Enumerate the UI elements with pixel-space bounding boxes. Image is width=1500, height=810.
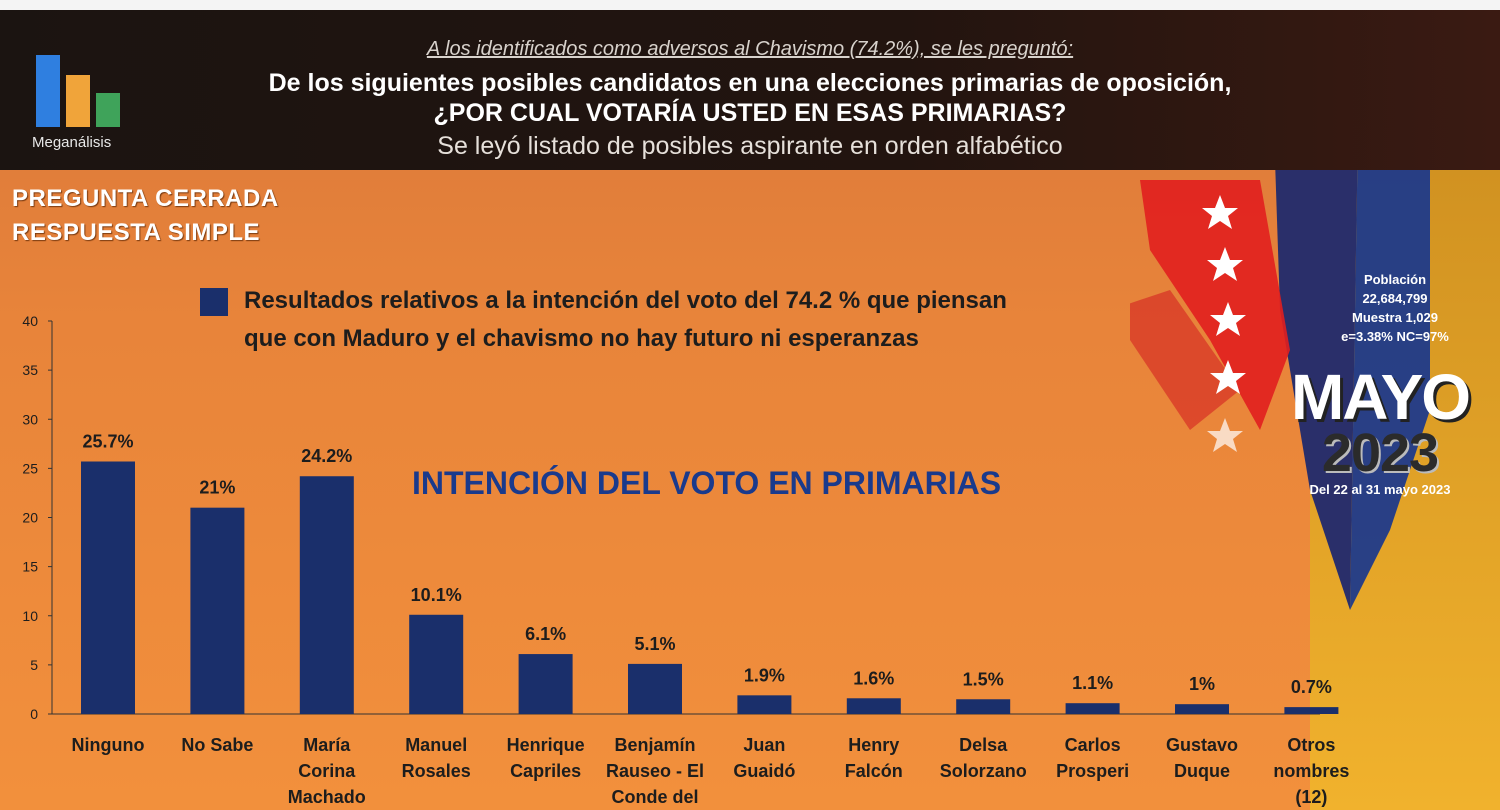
population-value: 22,684,799 bbox=[1362, 291, 1428, 306]
population-label: Población bbox=[1363, 272, 1427, 287]
bar-value-label: 5.1% bbox=[634, 634, 675, 654]
date-month: MAYO bbox=[1290, 361, 1471, 433]
question-text: De los siguientes posibles candidatos en… bbox=[0, 68, 1500, 128]
bar bbox=[737, 695, 792, 714]
y-tick-label: 30 bbox=[22, 411, 38, 427]
question-type: PREGUNTA CERRADA RESPUESTA SIMPLE bbox=[12, 182, 279, 250]
legend-text: Resultados relativos a la intención del … bbox=[244, 287, 1007, 352]
bar-value-label: 1.1% bbox=[1072, 673, 1113, 693]
intro-text: A los identificados como adversos al Cha… bbox=[426, 38, 1074, 60]
y-tick-label: 25 bbox=[22, 460, 38, 476]
category-label: Henrique Capriles bbox=[507, 735, 585, 781]
y-tick-label: 20 bbox=[22, 510, 38, 526]
date-year: 2023 bbox=[1321, 423, 1439, 483]
category-label: No Sabe bbox=[181, 735, 253, 755]
category-label: Otros nombres (12) bbox=[1273, 735, 1349, 807]
category-label: Carlos Prosperi bbox=[1056, 735, 1129, 781]
chart-title: INTENCIÓN DEL VOTO EN PRIMARIAS bbox=[412, 465, 1002, 501]
y-tick-label: 10 bbox=[22, 608, 38, 624]
y-tick-label: 5 bbox=[30, 657, 38, 673]
y-tick-label: 0 bbox=[30, 706, 38, 722]
margin-of-error: e=3.38% NC=97% bbox=[1341, 329, 1449, 344]
bar bbox=[956, 699, 1011, 714]
bar bbox=[846, 698, 901, 714]
bar-value-label: 1.5% bbox=[963, 669, 1004, 689]
category-label: María Corina Machado bbox=[288, 735, 366, 807]
bar-value-label: 24.2% bbox=[301, 446, 352, 466]
bar bbox=[409, 614, 464, 714]
category-label: Delsa Solorzano bbox=[940, 735, 1027, 781]
question-line-2: ¿POR CUAL VOTARÍA USTED EN ESAS PRIMARIA… bbox=[433, 99, 1067, 127]
bar-value-label: 1.6% bbox=[853, 668, 894, 688]
bar-value-label: 21% bbox=[199, 478, 235, 498]
brand-name: Meganálisis bbox=[32, 134, 112, 151]
survey-info: Población 22,684,799 Muestra 1,029 e=3.3… bbox=[1330, 270, 1460, 346]
question-note: Se leyó listado de posibles aspirante en… bbox=[437, 132, 1063, 160]
date-badge: MAYO 2023 Del 22 al 31 mayo 2023 bbox=[1270, 361, 1490, 497]
bar-chart: 0 5 10 15 20 25 30 35 40 25.7% Ninguno 21% No Sabe 24… bbox=[22, 313, 1349, 807]
question-line-1: De los siguientes posibles candidatos en… bbox=[268, 69, 1232, 97]
category-label: Benjamín Rauseo - El Conde del bbox=[606, 735, 704, 807]
y-tick-label: 35 bbox=[22, 362, 38, 378]
bar bbox=[628, 663, 682, 714]
date-range: Del 22 al 31 mayo 2023 bbox=[1309, 482, 1451, 497]
category-label: Ninguno bbox=[72, 735, 145, 755]
bar-value-label: 0.7% bbox=[1291, 677, 1332, 697]
category-label: Juan Guaidó bbox=[733, 735, 795, 781]
header-banner: Meganálisis A los identificados como adv… bbox=[0, 10, 1500, 170]
bar-value-label: 25.7% bbox=[82, 431, 133, 451]
bar-value-label: 1.9% bbox=[744, 665, 785, 685]
category-label: Gustavo Duque bbox=[1166, 735, 1238, 781]
y-tick-label: 40 bbox=[22, 313, 38, 329]
legend-swatch bbox=[200, 288, 228, 316]
bar-value-label: 6.1% bbox=[525, 624, 566, 644]
bar bbox=[518, 654, 573, 714]
question-type-line-2: RESPUESTA SIMPLE bbox=[12, 219, 261, 246]
top-strip bbox=[0, 0, 1500, 10]
y-tick-label: 15 bbox=[22, 559, 38, 575]
question-type-line-1: PREGUNTA CERRADA bbox=[12, 185, 279, 212]
bar bbox=[299, 476, 354, 714]
meganalisis-logo: Meganálisis bbox=[32, 45, 132, 155]
bar bbox=[1284, 707, 1339, 714]
bar bbox=[1065, 703, 1120, 714]
category-label: Manuel Rosales bbox=[402, 735, 471, 781]
category-label: Henry Falcón bbox=[845, 735, 903, 781]
bar bbox=[1175, 704, 1229, 714]
bar bbox=[81, 461, 135, 714]
bar bbox=[190, 507, 245, 714]
sample-size: Muestra 1,029 bbox=[1352, 310, 1438, 325]
bar-value-label: 10.1% bbox=[411, 585, 462, 605]
bar-value-label: 1% bbox=[1189, 674, 1215, 694]
